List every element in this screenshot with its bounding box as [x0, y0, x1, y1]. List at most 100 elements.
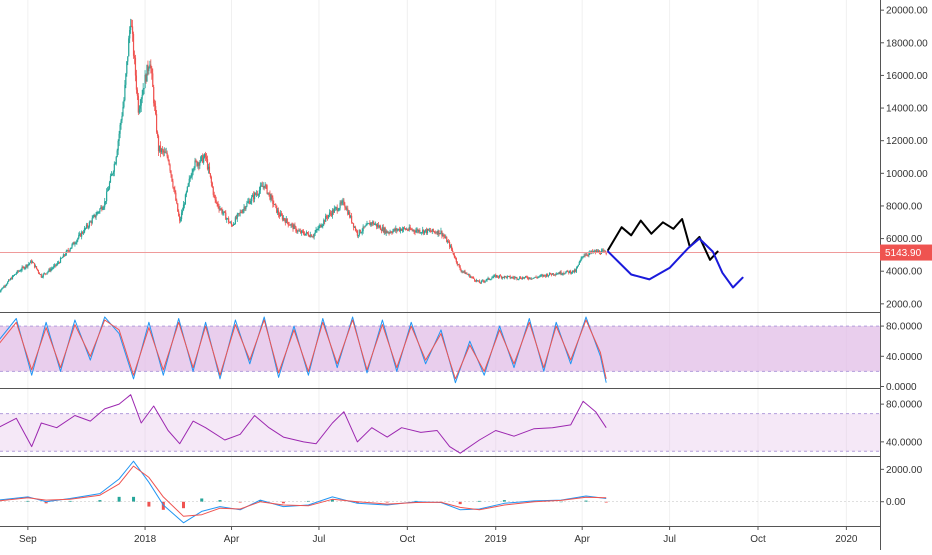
candle-body [300, 230, 302, 234]
candle-body [170, 170, 172, 175]
candle-body [397, 229, 399, 231]
candle-body [133, 55, 136, 58]
candle-body [481, 280, 483, 282]
candle-body [551, 273, 554, 275]
candle-body [290, 224, 292, 226]
candle-body [79, 233, 81, 236]
macd-series-line-1 [0, 465, 607, 517]
candle-body [227, 218, 229, 220]
candle-body [76, 240, 78, 243]
candle-body [384, 227, 386, 234]
candle-body [73, 242, 75, 245]
macd-histogram-bar [161, 501, 165, 510]
candle-body [437, 230, 439, 235]
candle-body [123, 99, 125, 108]
candle-body [235, 217, 237, 219]
candle-body [307, 233, 309, 236]
candle-body [230, 222, 233, 226]
candle-body [508, 276, 510, 277]
candle-body [370, 222, 372, 226]
candle-body [425, 229, 428, 234]
candle-body [439, 233, 441, 235]
candle-body [33, 262, 35, 264]
candle-body [338, 208, 340, 211]
candle-body [129, 30, 131, 39]
blue-sketch [607, 237, 744, 289]
candle-body [214, 195, 216, 200]
candle-body [258, 190, 260, 195]
candle-body [319, 224, 321, 227]
candle-body [99, 208, 101, 212]
candle-body [351, 215, 353, 223]
candle-body [132, 33, 135, 56]
candle-body [402, 227, 405, 230]
candle-body [135, 75, 138, 90]
candle-body [201, 155, 203, 157]
candle-body [252, 194, 254, 197]
candle-body [134, 57, 137, 76]
candle-body [86, 224, 89, 227]
candle-body [142, 88, 144, 95]
candle-body [98, 211, 100, 213]
candle-body [398, 228, 400, 230]
candle-body [602, 250, 604, 252]
candle-body [375, 223, 377, 225]
candle-body [414, 231, 416, 233]
macd-tick-label: 0.00 [886, 497, 906, 508]
candle-body [449, 241, 451, 247]
price-tick-label: 8000.00 [886, 201, 923, 212]
candle-body [434, 231, 436, 233]
candle-body [1, 287, 3, 290]
candle-body [257, 194, 260, 196]
candle-body [83, 228, 86, 233]
candle-body [337, 210, 339, 212]
candle-body [36, 268, 39, 271]
candle-body [497, 275, 499, 277]
candle-body [477, 280, 480, 282]
candle-body [344, 204, 346, 208]
candle-body [75, 242, 77, 244]
candle-body [488, 277, 490, 280]
candle-body [78, 235, 80, 239]
candle-body [448, 241, 450, 243]
candle-body [198, 162, 200, 166]
candle-body [281, 215, 284, 220]
candle-body [564, 273, 566, 275]
candle-body [47, 271, 49, 273]
candle-body [475, 280, 478, 282]
candle-body [399, 228, 401, 232]
candle-body [458, 264, 460, 267]
candle-body [316, 229, 318, 231]
candle-body [465, 273, 467, 275]
candle-body [469, 274, 471, 278]
candle-body [57, 262, 59, 265]
candle-body [431, 228, 433, 232]
candle-body [391, 232, 393, 234]
macd-histogram-bar [218, 500, 222, 502]
candle-body [366, 223, 368, 226]
candle-body [30, 260, 32, 263]
candle-body [13, 274, 16, 276]
candle-body [320, 224, 322, 228]
candle-body [523, 277, 526, 279]
candle-body [299, 230, 301, 232]
candle-body [580, 257, 582, 261]
candle-body [374, 224, 376, 225]
candle-body [413, 229, 415, 232]
candle-body [495, 275, 497, 278]
candle-body [24, 267, 26, 269]
x-tick-label: 2019 [485, 534, 508, 545]
candle-body [187, 183, 189, 187]
macd-histogram-bar [502, 500, 506, 502]
candle-body [145, 74, 147, 82]
candle-body [585, 254, 587, 256]
candle-body [262, 186, 264, 187]
macd-histogram-bar [132, 496, 136, 502]
candle-body [88, 222, 90, 227]
candle-body [526, 277, 529, 279]
candle-body [442, 235, 444, 236]
candle-body [435, 232, 437, 234]
candle-body [322, 224, 324, 227]
